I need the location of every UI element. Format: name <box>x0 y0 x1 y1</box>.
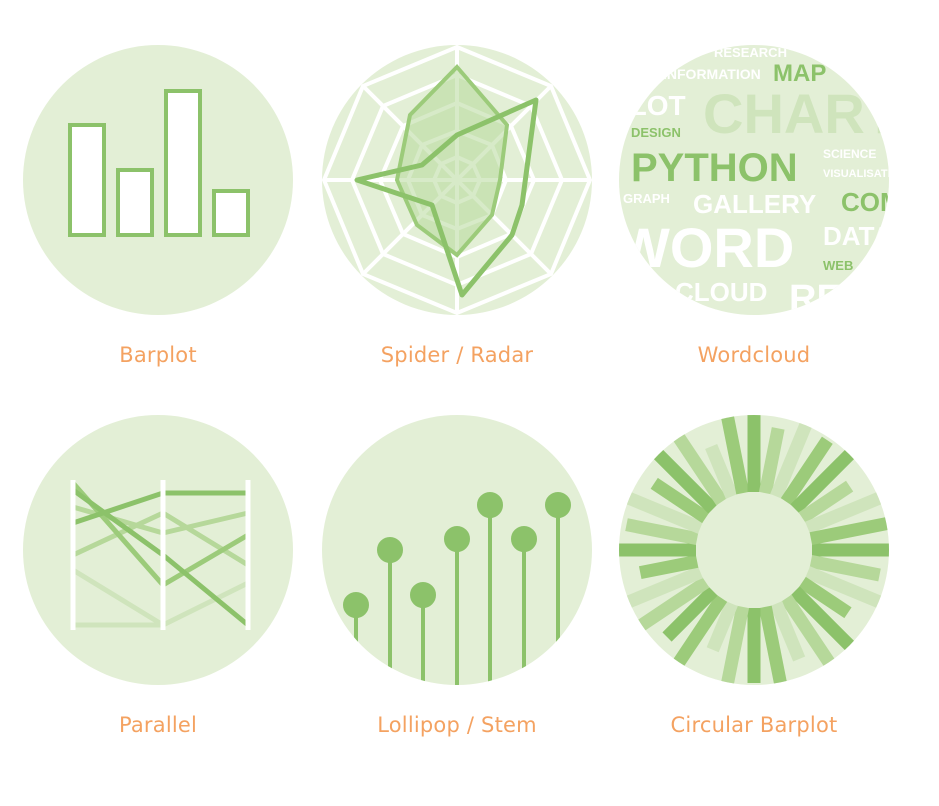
svg-text:DATA: DATA <box>823 221 889 251</box>
circular-bar <box>780 436 833 506</box>
card-label-parallel[interactable]: Parallel <box>118 713 198 737</box>
card-label-radar[interactable]: Spider / Radar <box>380 343 534 367</box>
circular-bar <box>650 477 710 524</box>
circular-bar <box>780 594 837 669</box>
gallery-card-circular-barplot[interactable]: Circular Barplot <box>614 415 894 737</box>
svg-text:INFORMATION: INFORMATION <box>663 66 761 82</box>
svg-text:MAP: MAP <box>773 60 826 87</box>
circular-bar <box>809 516 889 546</box>
wordcloud-icon: RESEARCH INFORMATION MAP PLOT CHART DESI… <box>619 45 889 315</box>
gallery-card-barplot[interactable]: Barplot <box>18 45 298 367</box>
svg-text:WEB: WEB <box>823 258 853 273</box>
circular-bar <box>666 594 728 677</box>
circular-bar <box>798 576 852 619</box>
circular-bar <box>706 601 738 653</box>
circular-bar <box>720 415 750 495</box>
gallery-card-radar[interactable]: Spider / Radar <box>317 45 597 367</box>
svg-text:DESIGN: DESIGN <box>631 125 681 140</box>
gallery-card-parallel[interactable]: Parallel <box>18 415 298 737</box>
svg-text:GRAPH: GRAPH <box>623 191 670 206</box>
svg-text:CLOUD: CLOUD <box>675 277 767 307</box>
circular-bar <box>619 566 703 611</box>
circular-bar <box>758 427 785 495</box>
circular-bar <box>770 601 806 662</box>
card-label-circular-barplot[interactable]: Circular Barplot <box>670 713 838 737</box>
circular-bar <box>625 518 699 546</box>
circular-center <box>698 494 810 606</box>
circular-bar <box>705 444 738 499</box>
svg-text:PLOT: PLOT <box>619 90 686 121</box>
svg-text:COM: COM <box>841 187 889 217</box>
gallery-card-wordcloud[interactable]: RESEARCH INFORMATION MAP PLOT CHART DESI… <box>614 45 894 367</box>
svg-text:WORD: WORD <box>619 216 794 279</box>
circular-bar <box>638 554 699 580</box>
circular-bar <box>770 415 817 499</box>
svg-text:RE: RE <box>789 278 842 315</box>
gallery-card-lollipop[interactable]: Lollipop / Stem <box>317 415 597 737</box>
circular-bar <box>720 605 750 685</box>
circular-bar <box>673 433 728 506</box>
svg-text:GALLERY: GALLERY <box>693 189 816 219</box>
svg-text:RESEARCH: RESEARCH <box>714 45 787 60</box>
parallel-icon <box>23 415 293 685</box>
circular-bar <box>790 439 865 514</box>
radar-icon <box>322 45 592 315</box>
svg-text:VISUALISATION: VISUALISATION <box>823 168 889 180</box>
svg-text:PYTHON: PYTHON <box>631 146 798 190</box>
card-label-lollipop[interactable]: Lollipop / Stem <box>377 713 537 737</box>
svg-text:CHART: CHART <box>703 82 889 145</box>
barplot-icon <box>23 45 293 315</box>
circular-bar <box>809 554 881 582</box>
circular-bar <box>798 480 854 524</box>
card-label-barplot[interactable]: Barplot <box>119 343 197 367</box>
circular-barplot-icon <box>619 415 889 685</box>
lollipop-icon <box>322 415 592 685</box>
circular-bar <box>805 487 889 534</box>
circular-bar <box>758 605 788 685</box>
svg-text:SCIENCE: SCIENCE <box>823 147 876 161</box>
card-label-wordcloud[interactable]: Wordcloud <box>697 343 811 367</box>
circular-bar <box>662 586 718 642</box>
